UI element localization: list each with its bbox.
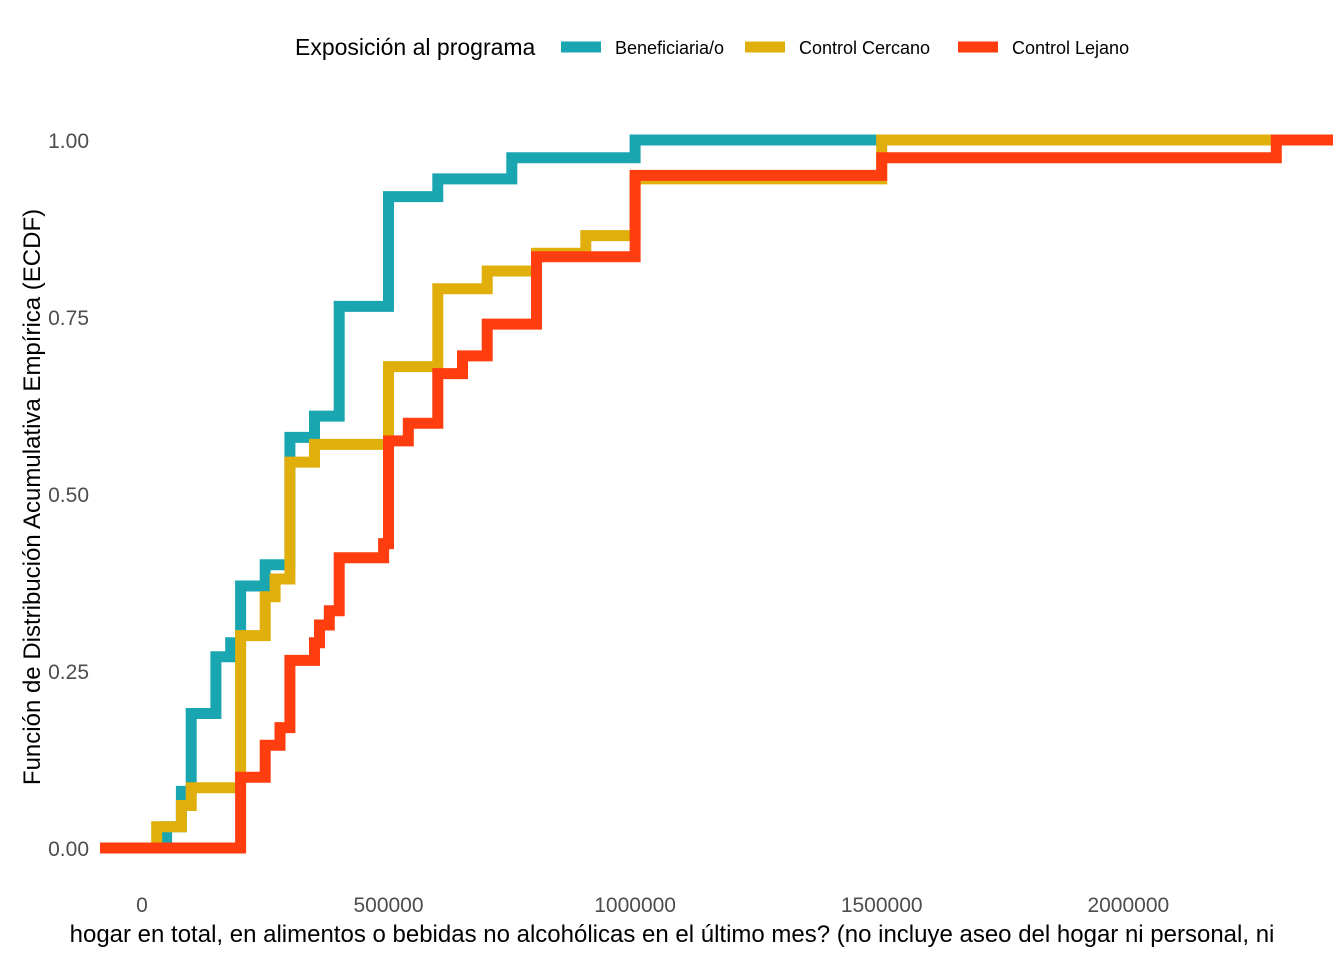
- legend-label: Control Cercano: [799, 38, 930, 58]
- y-tick-label: 0.75: [48, 307, 89, 330]
- y-axis-title: Función de Distribución Acumulativa Empí…: [19, 209, 46, 785]
- x-tick-label: 500000: [353, 894, 423, 917]
- ecdf-line-control-lejano: [100, 134, 1333, 854]
- legend-title: Exposición al programa: [295, 34, 536, 60]
- series-layer: [100, 134, 1333, 854]
- legend-label: Control Lejano: [1012, 38, 1129, 58]
- x-tick-label: 1500000: [841, 894, 923, 917]
- y-axis-ticks: 0.00 0.25 0.50 0.75 1.00: [48, 130, 89, 861]
- x-axis-ticks: 0 500000 1000000 1500000 2000000: [136, 894, 1169, 917]
- y-tick-label: 1.00: [48, 130, 89, 153]
- x-tick-label: 0: [136, 894, 148, 917]
- y-tick-label: 0.50: [48, 484, 89, 507]
- y-tick-label: 0.25: [48, 661, 89, 684]
- legend-label: Beneficiaria/o: [615, 38, 724, 58]
- x-tick-label: 1000000: [594, 894, 676, 917]
- ecdf-line-control-cercano: [100, 134, 1333, 854]
- legend: Exposición al programa Beneficiaria/o Con…: [295, 34, 1129, 60]
- y-tick-label: 0.00: [48, 838, 89, 861]
- x-tick-label: 2000000: [1087, 894, 1169, 917]
- x-axis-title: hogar en total, en alimentos o bebidas n…: [70, 921, 1275, 948]
